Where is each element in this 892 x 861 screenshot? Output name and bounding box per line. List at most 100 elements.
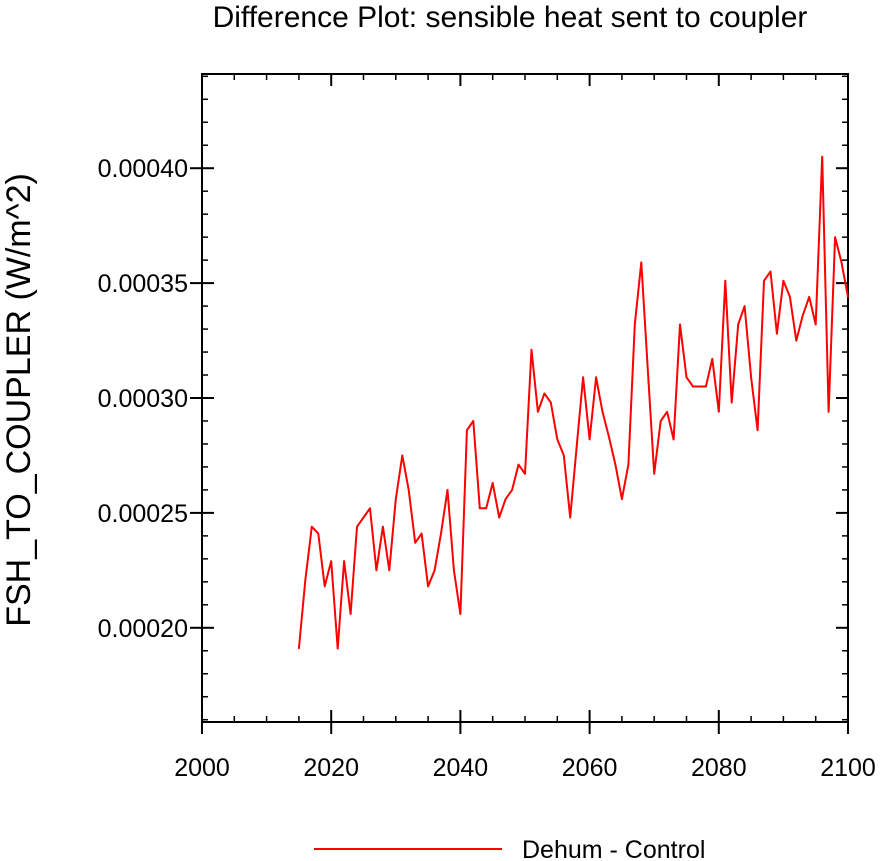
data-point	[821, 155, 823, 158]
data-point	[588, 438, 591, 441]
x-tick-label: 2040	[433, 754, 489, 782]
data-point	[524, 473, 526, 475]
data-point	[769, 270, 772, 273]
data-point	[375, 569, 378, 572]
data-point	[414, 541, 416, 544]
data-point	[730, 401, 733, 404]
data-point	[776, 332, 778, 335]
data-point	[614, 463, 617, 466]
data-point	[608, 436, 610, 438]
y-tick-label: 0.00040	[98, 155, 188, 183]
data-point	[743, 305, 746, 307]
data-point	[595, 376, 597, 379]
data-point	[782, 280, 785, 282]
data-point	[847, 296, 849, 298]
legend-label: Dehum - Control	[522, 836, 705, 861]
y-axis-label: FSH_TO_COUPLER (W/m^2)	[0, 173, 38, 627]
x-tick-label: 2100	[820, 754, 876, 782]
data-point	[530, 348, 533, 351]
y-tick-label: 0.00035	[98, 270, 188, 298]
data-point	[537, 410, 539, 413]
x-axis: 2000 2020 2040 2060 2080 2100	[174, 74, 876, 782]
data-point	[795, 339, 798, 342]
data-point	[298, 647, 300, 650]
data-point	[382, 525, 384, 528]
data-point	[407, 489, 410, 491]
data-point	[756, 429, 759, 431]
data-point	[420, 532, 423, 535]
data-point	[498, 516, 500, 519]
data-point	[562, 454, 565, 457]
data-point	[666, 410, 668, 413]
data-point	[659, 420, 662, 422]
data-point	[575, 445, 578, 448]
y-tick-label: 0.00020	[98, 615, 188, 643]
x-tick-label: 2080	[691, 754, 747, 782]
data-point	[718, 410, 720, 413]
data-point	[440, 532, 442, 535]
data-point	[808, 296, 811, 298]
data-point	[343, 560, 345, 562]
data-point	[672, 438, 675, 441]
data-point	[311, 525, 313, 528]
chart-title: Difference Plot: sensible heat sent to c…	[213, 1, 808, 34]
data-point	[750, 376, 752, 379]
data-point	[427, 585, 429, 588]
data-point	[349, 613, 352, 615]
data-point	[304, 578, 307, 581]
data-point	[362, 516, 365, 519]
data-point	[834, 236, 836, 238]
data-point	[621, 498, 623, 500]
data-point	[401, 454, 404, 457]
data-point	[601, 410, 604, 413]
data-point	[789, 296, 791, 298]
data-point	[827, 410, 830, 413]
data-point	[485, 507, 488, 510]
data-point	[459, 613, 462, 615]
y-axis: 0.00020 0.00025 0.00030 0.00035 0.00040	[98, 75, 848, 721]
data-point	[653, 473, 655, 475]
data-point	[369, 507, 371, 510]
data-point	[466, 429, 468, 431]
data-point	[433, 569, 436, 572]
data-point	[692, 385, 694, 388]
x-tick-label: 2060	[562, 754, 618, 782]
plot-area	[297, 155, 849, 650]
data-point	[511, 489, 513, 491]
data-point	[491, 482, 494, 484]
data-point	[582, 376, 584, 379]
data-point	[388, 569, 391, 572]
data-point	[478, 507, 481, 510]
x-tick-label: 2020	[303, 754, 359, 782]
data-point	[840, 261, 843, 264]
data-point	[801, 314, 804, 317]
y-tick-label: 0.00030	[98, 385, 188, 413]
data-point	[556, 438, 559, 441]
data-point	[569, 516, 572, 519]
series-line	[297, 155, 849, 650]
data-point	[679, 323, 681, 326]
data-point	[472, 420, 475, 422]
y-tick-label: 0.00025	[98, 500, 188, 528]
data-point	[627, 463, 630, 466]
data-point	[698, 385, 701, 388]
data-point	[724, 280, 727, 282]
data-point	[395, 498, 397, 500]
data-point	[705, 385, 707, 388]
data-point	[356, 525, 358, 528]
data-point	[543, 392, 546, 395]
data-point	[763, 280, 765, 282]
data-point	[640, 261, 643, 264]
data-point	[323, 585, 326, 588]
x-tick-label: 2000	[174, 754, 230, 782]
data-point	[317, 532, 320, 535]
data-point	[711, 358, 714, 360]
data-point	[453, 569, 455, 572]
plot-frame	[201, 73, 849, 723]
data-point	[330, 560, 333, 562]
data-point	[550, 401, 552, 404]
data-point	[737, 323, 739, 326]
data-point	[814, 323, 817, 326]
legend: Dehum - Control	[314, 836, 705, 861]
